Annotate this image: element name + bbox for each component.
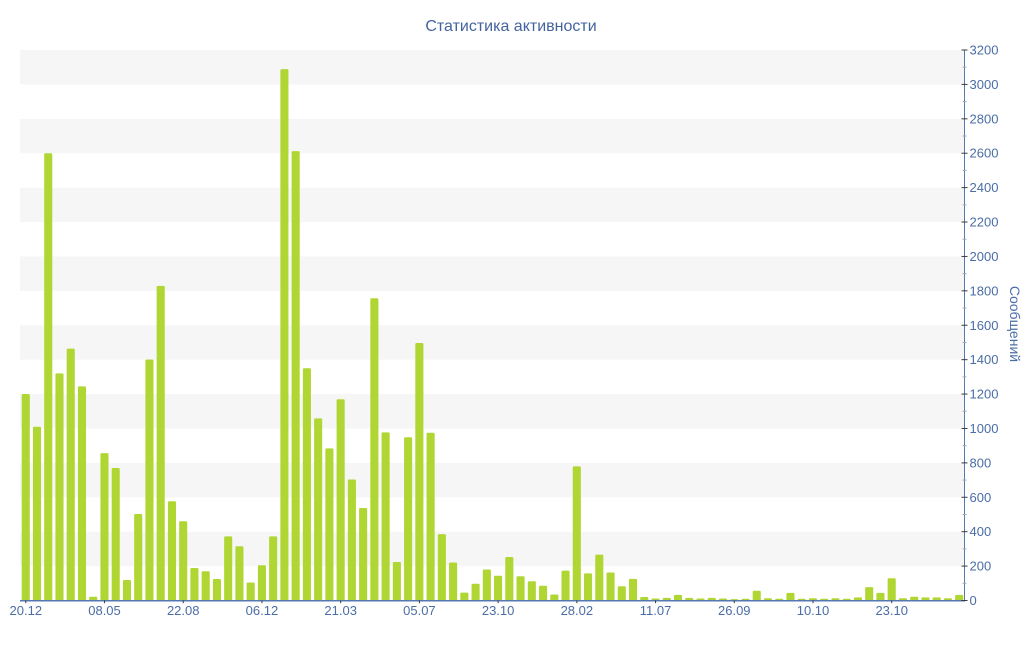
svg-text:200: 200 bbox=[970, 559, 992, 574]
svg-text:11.07: 11.07 bbox=[640, 603, 672, 618]
svg-text:2400: 2400 bbox=[970, 180, 999, 195]
svg-text:Сообщений: Сообщений bbox=[1007, 286, 1023, 362]
svg-text:06.12: 06.12 bbox=[246, 603, 279, 618]
svg-text:28.02: 28.02 bbox=[561, 603, 594, 618]
svg-text:1600: 1600 bbox=[970, 318, 999, 333]
svg-text:2000: 2000 bbox=[970, 249, 999, 264]
svg-text:20.12: 20.12 bbox=[10, 603, 43, 618]
svg-text:3000: 3000 bbox=[970, 77, 999, 92]
svg-text:05.07: 05.07 bbox=[403, 603, 436, 618]
svg-text:2800: 2800 bbox=[970, 111, 999, 126]
svg-text:1800: 1800 bbox=[970, 283, 999, 298]
svg-text:0: 0 bbox=[970, 593, 977, 608]
svg-text:1000: 1000 bbox=[970, 421, 999, 436]
svg-text:1400: 1400 bbox=[970, 352, 999, 367]
svg-text:2200: 2200 bbox=[970, 215, 999, 230]
svg-text:23.10: 23.10 bbox=[482, 603, 515, 618]
svg-text:400: 400 bbox=[970, 524, 992, 539]
svg-text:Статистика активности: Статистика активности bbox=[425, 18, 596, 35]
svg-text:10.10: 10.10 bbox=[797, 603, 830, 618]
svg-text:08.05: 08.05 bbox=[88, 603, 121, 618]
svg-text:26.09: 26.09 bbox=[718, 603, 751, 618]
svg-text:800: 800 bbox=[970, 455, 992, 470]
svg-text:1200: 1200 bbox=[970, 387, 999, 402]
svg-text:21.03: 21.03 bbox=[324, 603, 357, 618]
svg-text:2600: 2600 bbox=[970, 146, 999, 161]
svg-text:23.10: 23.10 bbox=[875, 603, 908, 618]
svg-text:3200: 3200 bbox=[970, 43, 999, 58]
svg-text:600: 600 bbox=[970, 490, 992, 505]
svg-text:22.08: 22.08 bbox=[167, 603, 200, 618]
